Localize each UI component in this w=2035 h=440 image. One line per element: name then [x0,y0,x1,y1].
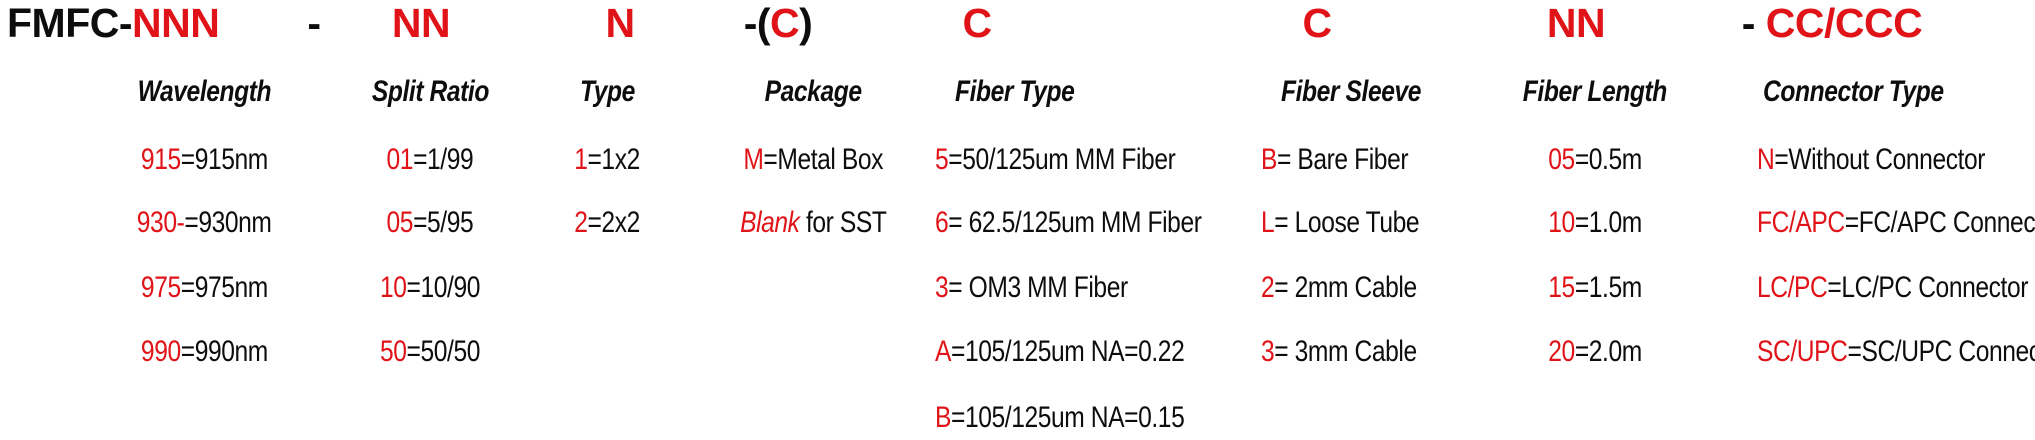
code-type: N [605,0,635,46]
connector-type-option: FC/APC=FC/APC Connector [1757,206,2035,239]
column-header-type: Type [580,75,635,108]
fiber-type-option: 3= OM3 MM Fiber [935,271,1128,304]
code-connector-letters: CC/CCC [1765,0,1923,46]
connector-type-option: LC/PC=LC/PC Connector [1757,271,2029,304]
fiber-sleeve-option: L= Loose Tube [1261,206,1420,239]
code-dash-1: - [307,0,321,46]
code-wavelength: NNN [132,0,220,46]
type-option: 2=2x2 [574,206,641,239]
code-package-letter: C [770,0,800,46]
fiber-type-option: A=105/125um NA=0.22 [935,335,1185,368]
code-fiber-length: NN [1546,0,1606,46]
fiber-sleeve-option: 2= 2mm Cable [1261,271,1417,304]
column-header-split-ratio: Split Ratio [371,75,489,108]
fiber-type-option: 5=50/125um MM Fiber [935,143,1176,176]
split-ratio-option: 01=1/99 [386,143,474,176]
code-connector-dash: - [1741,0,1766,46]
code-fiber-sleeve: C [1302,0,1332,46]
connector-type-option: SC/UPC=SC/UPC Connector [1757,335,2035,368]
wavelength-option: 915=915nm [140,143,268,176]
fiber-length-option: 15=1.5m [1548,271,1642,304]
column-wavelength: Wavelength 915=915nm 930-=930nm 975=975n… [90,0,318,440]
split-ratio-option: 50=50/50 [379,335,481,368]
column-connector-type: Connector Type N=Without Connector FC/AP… [1757,0,2035,440]
fiber-sleeve-option: B= Bare Fiber [1261,143,1409,176]
code-split-ratio: NN [391,0,451,46]
wavelength-option: 930-=930nm [136,206,272,239]
code-package-close: ) [799,0,813,46]
part-number-prefix: FMFC- [7,0,133,46]
fiber-length-option: 05=0.5m [1548,143,1642,176]
column-fiber-length: Fiber Length 05=0.5m 10=1.0m 15=1.5m 20=… [1505,0,1685,440]
column-header-connector-type: Connector Type [1763,75,1944,108]
column-fiber-sleeve: Fiber Sleeve B= Bare Fiber L= Loose Tube… [1261,0,1451,440]
column-package: Package M=Metal Box Blank for SST [718,0,908,440]
package-option: M=Metal Box [743,143,883,176]
column-type: Type 1=1x2 2=2x2 [515,0,700,440]
column-header-fiber-type: Fiber Type [955,75,1075,108]
column-header-wavelength: Wavelength [137,75,271,108]
fiber-type-option: 6= 62.5/125um MM Fiber [935,206,1202,239]
code-fiber-type: C [962,0,992,46]
column-header-fiber-sleeve: Fiber Sleeve [1281,75,1422,108]
column-fiber-type: Fiber Type 5=50/125um MM Fiber 6= 62.5/1… [935,0,1215,440]
code-connector: - CC/CCC [1741,0,1923,46]
part-number-root: FMFC-NNN [7,0,220,46]
split-ratio-option: 10=10/90 [379,271,481,304]
package-option: Blank for SST [739,206,887,239]
column-header-package: Package [764,75,862,108]
code-package-open: -( [743,0,771,46]
code-package: -(C) [744,0,813,46]
connector-type-option: N=Without Connector [1757,143,1986,176]
wavelength-option: 990=990nm [140,335,268,368]
split-ratio-option: 05=5/95 [386,206,474,239]
column-split-ratio: Split Ratio 01=1/99 05=5/95 10=10/90 50=… [330,0,530,440]
fiber-length-option: 20=2.0m [1548,335,1642,368]
type-option: 1=1x2 [574,143,641,176]
column-header-fiber-length: Fiber Length [1522,75,1668,108]
fiber-length-option: 10=1.0m [1548,206,1642,239]
fiber-sleeve-option: 3= 3mm Cable [1261,335,1417,368]
wavelength-option: 975=975nm [140,271,268,304]
fiber-type-option: B=105/125um NA=0.15 [935,401,1185,434]
